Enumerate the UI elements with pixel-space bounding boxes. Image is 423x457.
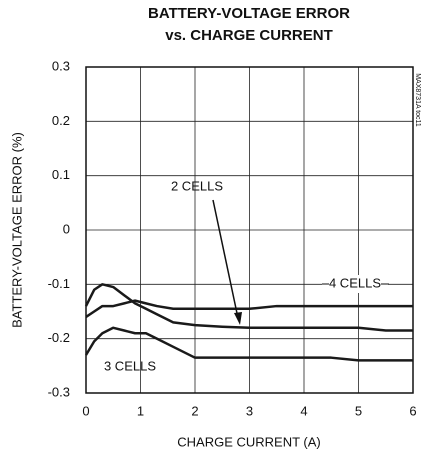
chart-subtitle: vs. CHARGE CURRENT [165,27,333,44]
label-background [322,275,388,293]
x-axis-label: CHARGE CURRENT (A) [177,434,321,449]
series-label: 4 CELLS [329,275,381,290]
y-tick-label: 0 [63,221,70,236]
series-line [84,283,413,332]
arrow-head [234,312,242,325]
series-label: 3 CELLS [104,358,156,373]
x-tick-label: 3 [246,403,253,418]
x-tick-label: 5 [355,403,362,418]
chart-title: BATTERY-VOLTAGE ERROR [148,5,350,22]
figure-code: MAX8731A toc11 [414,73,421,127]
x-tick-label: 2 [191,403,198,418]
y-tick-label: -0.3 [48,384,70,399]
y-tick-label: 0.2 [52,113,70,128]
x-tick-label: 4 [300,403,307,418]
y-tick-label: 0.3 [52,58,70,73]
y-tick-label: -0.2 [48,330,70,345]
y-axis-label: BATTERY-VOLTAGE ERROR (%) [9,132,24,328]
plot-frame [85,66,414,394]
x-tick-label: 0 [82,403,89,418]
y-tick-label: -0.1 [48,276,70,291]
series-line [84,326,413,362]
series-line [85,299,413,318]
x-tick-label: 1 [137,403,144,418]
arrow-line [212,199,239,319]
series-label: 2 CELLS [171,178,223,193]
y-tick-label: 0.1 [52,167,70,182]
x-tick-label: 6 [409,403,416,418]
